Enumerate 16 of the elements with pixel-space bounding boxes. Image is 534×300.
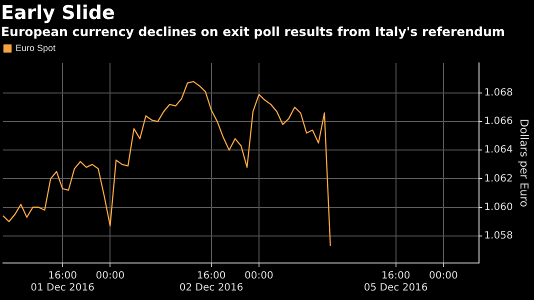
- x-tick-label: 00:00: [96, 270, 125, 282]
- y-axis-title: Dollars per Euro: [518, 118, 531, 208]
- x-tick-label: 16:00 01 Dec 2016: [30, 270, 94, 294]
- y-tick-label: 1.066: [484, 116, 513, 128]
- y-tick-label: 1.068: [484, 88, 513, 99]
- x-tick-label: 00:00: [244, 270, 274, 282]
- chart-subtitle: European currency declines on exit poll results from Italy's referendum: [0, 24, 506, 40]
- x-tick-label: 16:00 05 Dec 2016: [364, 270, 428, 294]
- y-tick-label: 1.064: [484, 144, 513, 156]
- y-tick-label: 1.060: [484, 202, 513, 213]
- y-tick-label: 1.058: [484, 230, 513, 242]
- chart-title: Early Slide: [0, 1, 116, 24]
- x-tick-label: 00:00: [429, 270, 458, 282]
- x-tick-label: 16:00 02 Dec 2016: [179, 270, 244, 294]
- y-tick-label: 1.062: [484, 173, 513, 184]
- legend-label: Euro Spot: [16, 42, 56, 53]
